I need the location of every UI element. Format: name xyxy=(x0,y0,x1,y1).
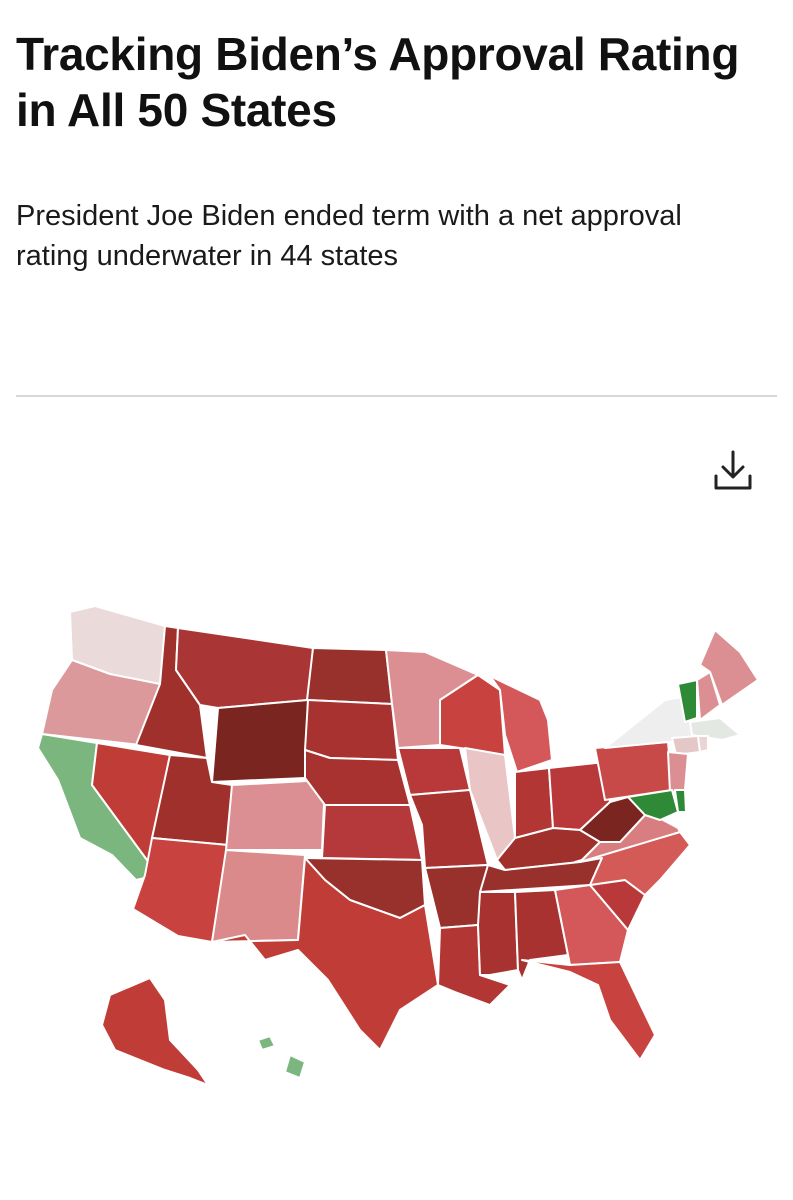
state-co[interactable] xyxy=(225,779,326,851)
page-title: Tracking Biden’s Approval Rating in All … xyxy=(16,28,740,136)
state-hi[interactable] xyxy=(257,1035,306,1079)
state-nm[interactable] xyxy=(211,849,306,943)
state-me[interactable] xyxy=(699,629,759,706)
state-nh[interactable] xyxy=(696,671,721,721)
state-ks[interactable] xyxy=(321,804,423,861)
state-ri[interactable] xyxy=(697,735,709,753)
state-ga[interactable] xyxy=(554,884,629,966)
page-subtitle: President Joe Biden ended term with a ne… xyxy=(16,200,682,272)
state-in[interactable] xyxy=(514,767,554,839)
state-ma[interactable] xyxy=(689,717,741,741)
state-ia[interactable] xyxy=(397,747,471,796)
hi-separator xyxy=(215,994,349,1063)
state-vt[interactable] xyxy=(677,679,698,723)
download-button[interactable] xyxy=(708,448,758,496)
state-nd[interactable] xyxy=(306,647,393,705)
divider xyxy=(16,395,777,397)
state-md[interactable] xyxy=(627,789,679,821)
state-nj[interactable] xyxy=(667,751,689,793)
state-mt[interactable] xyxy=(175,627,314,709)
us-approval-map xyxy=(37,605,759,1086)
state-tx[interactable] xyxy=(211,857,439,1051)
state-sd[interactable] xyxy=(304,699,399,761)
state-ms[interactable] xyxy=(477,891,519,976)
state-nc[interactable] xyxy=(574,831,691,896)
state-mi[interactable] xyxy=(489,675,553,773)
state-wy[interactable] xyxy=(211,699,309,783)
state-ak[interactable] xyxy=(101,977,209,1086)
state-shapes xyxy=(37,605,759,1086)
state-fl[interactable] xyxy=(521,959,656,1061)
download-icon xyxy=(714,450,752,490)
